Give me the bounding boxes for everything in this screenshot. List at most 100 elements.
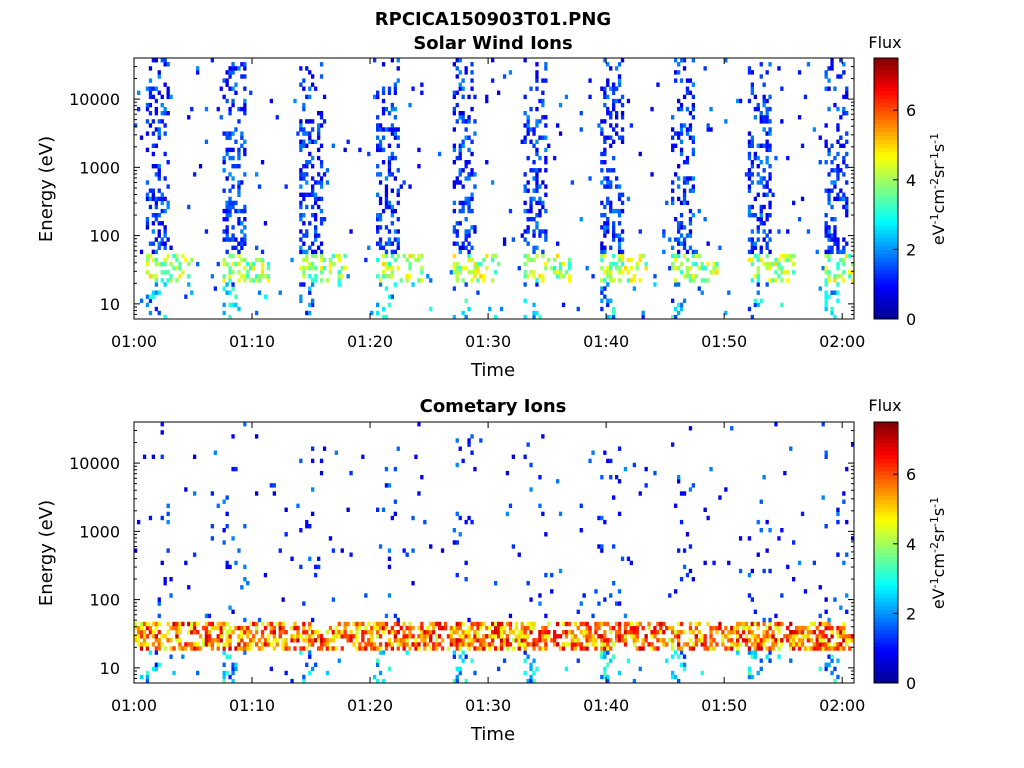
- spectrogram-cell: [538, 200, 542, 206]
- spectrogram-cell: [612, 314, 616, 320]
- spectrogram-cell: [337, 253, 341, 259]
- spectrogram-cell: [558, 102, 563, 108]
- spectrogram-cell: [694, 253, 698, 259]
- spectrogram-cell: [750, 634, 754, 639]
- spectrogram-cell: [650, 646, 654, 651]
- spectrogram-cell: [163, 82, 167, 87]
- spectrogram-cell: [821, 638, 825, 643]
- spectrogram-cell: [679, 302, 684, 308]
- spectrogram-cell: [145, 634, 150, 639]
- spectrogram-cell: [284, 507, 288, 512]
- colorbar-segment: [874, 458, 898, 464]
- spectrogram-cell: [697, 638, 701, 643]
- spectrogram-cell: [603, 221, 607, 226]
- spectrogram-cell: [830, 654, 834, 659]
- spectrogram-cell: [541, 249, 545, 255]
- spectrogram-cell: [603, 102, 607, 108]
- colorbar-segment: [874, 577, 898, 582]
- spectrogram-cell: [384, 249, 389, 255]
- spectrogram-cell: [198, 634, 203, 639]
- spectrogram-cell: [151, 630, 155, 635]
- spectrogram-cell: [314, 249, 318, 255]
- spectrogram-cell: [691, 176, 695, 181]
- spectrogram-cell: [455, 621, 459, 627]
- spectrogram-cell: [305, 94, 309, 100]
- spectrogram-cell: [204, 106, 209, 112]
- spectrogram-cell: [491, 78, 495, 83]
- colorbar-segment: [874, 422, 898, 427]
- spectrogram-cell: [712, 646, 716, 651]
- spectrogram-cell: [688, 278, 693, 283]
- spectrogram-cell: [617, 670, 622, 676]
- spectrogram-cell: [237, 180, 241, 185]
- spectrogram-cell: [564, 634, 569, 639]
- spectrogram-cell: [520, 630, 524, 635]
- spectrogram-cell: [682, 274, 687, 279]
- spectrogram-cell: [842, 261, 846, 267]
- spectrogram-cell: [762, 184, 766, 189]
- spectrogram-cell: [378, 200, 383, 206]
- spectrogram-cell: [314, 86, 318, 91]
- spectrogram-cell: [154, 290, 158, 295]
- spectrogram-cell: [603, 670, 607, 676]
- spectrogram-cell: [529, 270, 533, 275]
- spectrogram-cell: [384, 646, 389, 651]
- spectrogram-cell: [606, 184, 610, 189]
- spectrogram-cell: [541, 200, 545, 206]
- spectrogram-cell: [387, 127, 392, 132]
- spectrogram-cell: [145, 625, 150, 631]
- spectrogram-cell: [836, 245, 840, 250]
- spectrogram-cell: [523, 274, 527, 279]
- spectrogram-cell: [458, 82, 462, 87]
- spectrogram-cell: [591, 274, 595, 279]
- spectrogram-cell: [600, 475, 604, 480]
- spectrogram-cell: [691, 213, 695, 218]
- spectrogram-cell: [145, 147, 150, 153]
- spectrogram-cell: [650, 642, 654, 647]
- spectrogram-cell: [290, 556, 294, 561]
- spectrogram-cell: [691, 94, 695, 100]
- spectrogram-cell: [626, 658, 631, 663]
- spectrogram-cell: [193, 454, 197, 459]
- spectrogram-cell: [396, 241, 400, 246]
- spectrogram-cell: [390, 221, 394, 226]
- spectrogram-cell: [151, 131, 155, 136]
- spectrogram-cell: [806, 229, 811, 234]
- spectrogram-cell: [237, 66, 241, 71]
- spectrogram-cell: [166, 253, 170, 259]
- spectrogram-cell: [311, 139, 315, 144]
- spectrogram-cell: [617, 253, 622, 259]
- spectrogram-cell: [464, 634, 468, 639]
- spectrogram-cell: [600, 160, 604, 165]
- spectrogram-cell: [255, 310, 259, 316]
- spectrogram-cell: [824, 524, 828, 529]
- spectrogram-cell: [381, 86, 386, 91]
- spectrogram-cell: [600, 225, 604, 230]
- spectrogram-cell: [573, 634, 577, 639]
- spectrogram-cell: [603, 270, 607, 275]
- spectrogram-cell: [535, 188, 539, 193]
- spectrogram-cell: [544, 237, 548, 242]
- spectrogram-cell: [632, 278, 636, 283]
- spectrogram-cell: [184, 560, 188, 566]
- spectrogram-cell: [234, 646, 238, 651]
- spectrogram-cell: [163, 151, 167, 157]
- spectrogram-cell: [260, 646, 265, 651]
- spectrogram-cell: [688, 426, 693, 431]
- spectrogram-cell: [620, 200, 625, 206]
- spectrogram-cell: [750, 213, 754, 218]
- spectrogram-cell: [184, 646, 188, 651]
- spectrogram-cell: [609, 278, 613, 283]
- spectrogram-cell: [485, 160, 489, 165]
- spectrogram-cell: [842, 237, 846, 242]
- spectrogram-cell: [166, 160, 170, 165]
- spectrogram-cell: [523, 188, 527, 193]
- spectrogram-cell: [818, 160, 822, 165]
- spectrogram-cell: [682, 654, 687, 659]
- spectrogram-cell: [688, 188, 693, 193]
- spectrogram-cell: [617, 278, 622, 283]
- spectrogram-cell: [830, 204, 834, 210]
- spectrogram-cell: [219, 630, 223, 635]
- spectrogram-cell: [237, 151, 241, 157]
